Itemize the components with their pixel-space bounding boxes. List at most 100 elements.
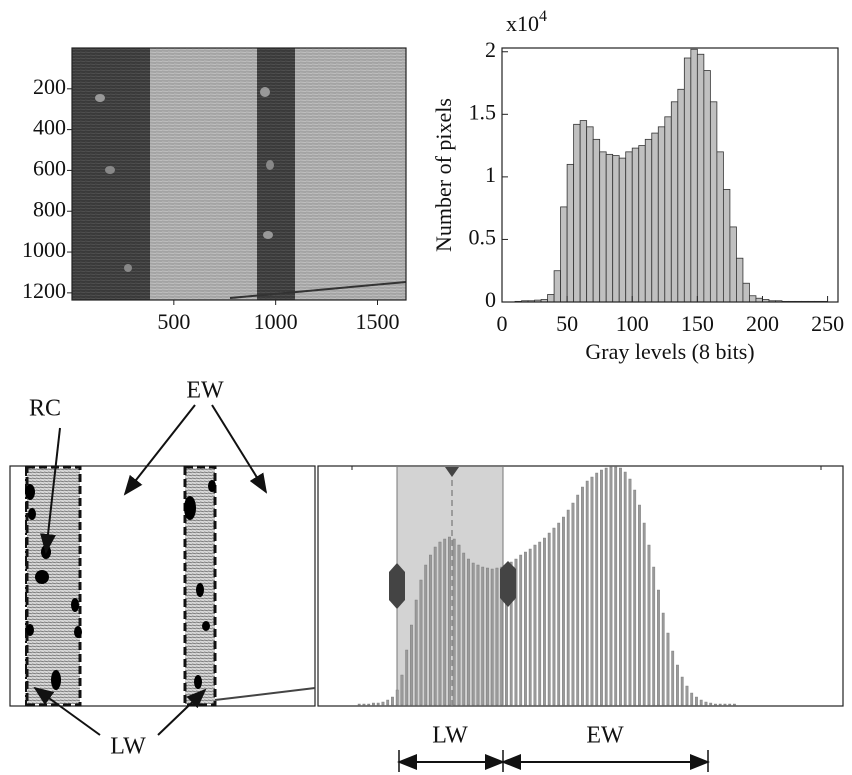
bar <box>391 696 394 706</box>
bar <box>714 703 717 706</box>
ray <box>74 626 82 638</box>
bar <box>647 544 651 706</box>
bar <box>703 70 711 303</box>
y-tick-label: 1200 <box>22 278 66 303</box>
x-tick-label: 1500 <box>355 309 399 334</box>
bar <box>585 480 589 706</box>
ray <box>26 624 34 636</box>
ray-spot <box>260 87 270 97</box>
bar <box>514 558 518 706</box>
ray <box>184 496 196 520</box>
y-tick-label: 0.5 <box>469 224 497 249</box>
bar <box>571 502 575 706</box>
bar <box>547 532 551 706</box>
bar <box>372 702 375 706</box>
bar <box>552 527 556 706</box>
threshold-handle <box>389 563 405 609</box>
bar <box>405 649 409 706</box>
bar <box>471 562 475 706</box>
y-tick-label: 400 <box>33 115 66 140</box>
y-axis-label: Number of pixels <box>431 98 456 252</box>
crack <box>214 687 316 701</box>
y-tick-label: 200 <box>33 74 66 99</box>
y-tick-label: 1.5 <box>469 99 497 124</box>
bar <box>486 567 489 706</box>
x-tick-label: 100 <box>616 311 649 336</box>
bar <box>367 703 371 706</box>
bar <box>638 145 646 303</box>
bar <box>642 522 646 706</box>
bar <box>566 163 575 303</box>
bar <box>562 516 565 706</box>
bar <box>651 132 659 303</box>
bar <box>595 472 599 706</box>
bar <box>581 486 584 706</box>
annotation: EW <box>186 378 224 404</box>
ray <box>202 621 210 631</box>
bar <box>625 151 633 303</box>
multiplier-base: x10 <box>506 11 539 36</box>
bar <box>729 226 737 303</box>
bar <box>414 599 418 706</box>
bar <box>657 126 666 303</box>
bar <box>495 567 499 706</box>
bar <box>467 558 470 706</box>
bar <box>490 568 494 706</box>
bar <box>683 57 692 303</box>
bar <box>722 188 731 303</box>
bar <box>560 206 568 303</box>
dark-band <box>257 48 295 300</box>
crack <box>229 281 407 299</box>
ray <box>71 598 79 612</box>
ray-spot <box>95 94 105 102</box>
bar <box>438 541 442 706</box>
bar <box>357 703 361 706</box>
x-tick-label: 0 <box>497 311 508 336</box>
bar <box>749 295 757 303</box>
bar <box>605 153 614 303</box>
bar <box>661 612 665 706</box>
bar <box>677 88 685 303</box>
bar <box>424 564 428 706</box>
threshold-panel <box>317 465 844 772</box>
ray <box>35 570 49 584</box>
x-tick-label: 50 <box>556 311 578 336</box>
bar <box>576 494 580 706</box>
segmented-image <box>9 404 316 736</box>
bar <box>612 155 620 303</box>
bar <box>652 566 656 706</box>
bar <box>709 101 718 303</box>
arrow <box>157 688 207 736</box>
bar <box>628 478 632 706</box>
ray <box>25 484 35 500</box>
y-tick-label: 600 <box>33 155 66 180</box>
bar <box>547 294 555 303</box>
bar <box>419 579 423 706</box>
ray-spot <box>105 166 115 174</box>
bar <box>543 537 546 706</box>
bar <box>604 467 608 706</box>
arrow <box>33 686 101 736</box>
bar <box>736 257 744 303</box>
bar <box>553 270 562 303</box>
bar <box>538 541 542 706</box>
bar <box>704 701 708 706</box>
bar <box>443 538 447 706</box>
bar <box>579 120 588 303</box>
bar <box>573 123 581 303</box>
rays <box>25 480 216 690</box>
bar <box>742 282 750 303</box>
bar <box>448 536 451 706</box>
bar <box>666 632 670 706</box>
ray-spot <box>263 231 273 239</box>
ray <box>51 670 61 690</box>
bar <box>433 546 437 706</box>
ray <box>208 480 216 492</box>
ray-spot <box>266 160 274 170</box>
annotation: RC <box>29 396 61 422</box>
bar <box>524 551 527 706</box>
bar <box>695 696 698 706</box>
ray <box>194 675 202 689</box>
